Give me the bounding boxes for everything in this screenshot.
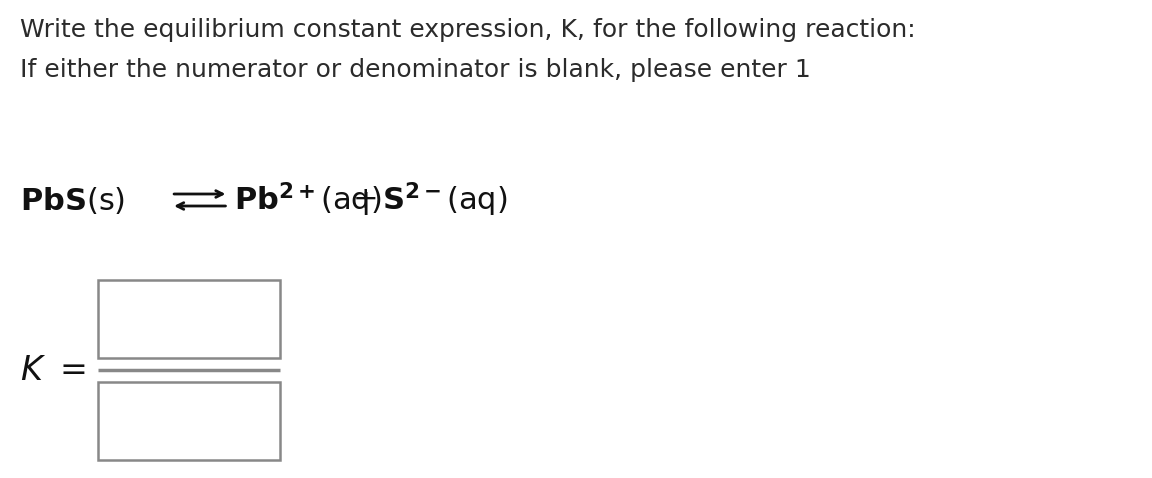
Text: Write the equilibrium constant expression, K, for the following reaction:: Write the equilibrium constant expressio… [20, 18, 916, 42]
Text: If either the numerator or denominator is blank, please enter 1: If either the numerator or denominator i… [20, 58, 810, 82]
Text: $+$: $+$ [353, 185, 377, 215]
Text: $\mathbf{PbS}$(s): $\mathbf{PbS}$(s) [20, 185, 124, 216]
Bar [98, 280, 280, 358]
Text: $\mathbf{S^{2-}}$(aq): $\mathbf{S^{2-}}$(aq) [381, 181, 507, 219]
Bar [98, 382, 280, 460]
Text: $K\ =$: $K\ =$ [20, 354, 85, 387]
Text: $\mathbf{Pb^{2+}}$(aq): $\mathbf{Pb^{2+}}$(aq) [234, 181, 381, 219]
